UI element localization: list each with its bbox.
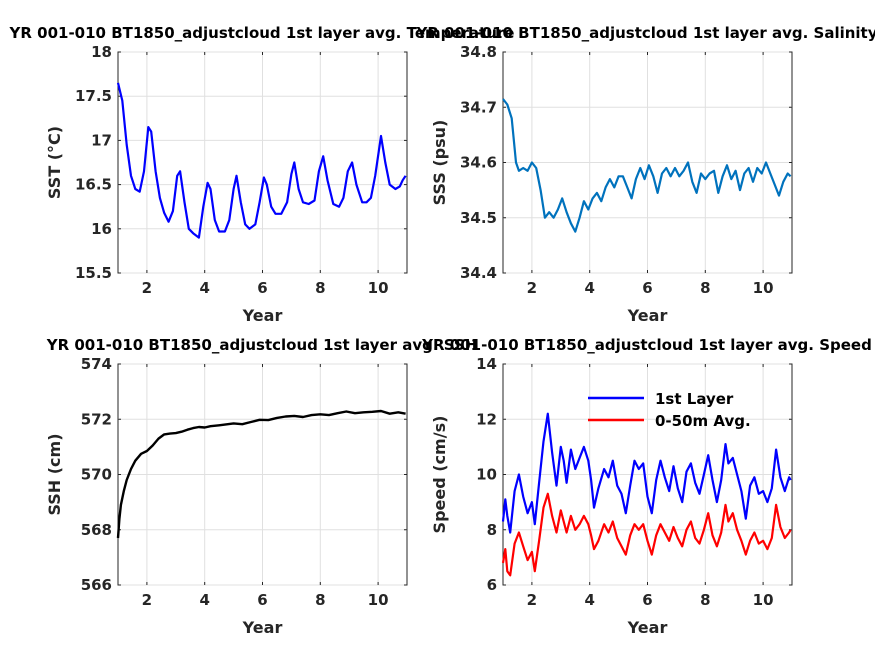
sst-x-tick-label: 6 — [257, 279, 267, 297]
sss-x-tick-label: 10 — [753, 279, 774, 297]
speed-y-tick-label: 14 — [476, 355, 497, 373]
subplot-ssh: YR 001-010 BT1850_adjustcloud 1st layer … — [45, 336, 477, 637]
sst-y-tick-label: 15.5 — [75, 264, 112, 282]
sst-y-tick-label: 18 — [91, 43, 112, 61]
ssh-x-tick-label: 4 — [199, 591, 209, 609]
sst-x-tick-label: 10 — [368, 279, 389, 297]
speed-x-tick-label: 8 — [700, 591, 710, 609]
ssh-y-tick-label: 572 — [81, 410, 112, 428]
speed-line-1st-layer — [501, 412, 792, 534]
sst-y-tick-label: 16 — [91, 220, 112, 238]
sst-x-axis-label: Year — [242, 306, 283, 325]
sst-y-tick-label: 17 — [91, 131, 112, 149]
ssh-x-tick-label: 6 — [257, 591, 267, 609]
ssh-title: YR 001-010 BT1850_adjustcloud 1st layer … — [46, 336, 478, 354]
ssh-y-tick-label: 574 — [81, 355, 112, 373]
sss-y-tick-label: 34.6 — [460, 154, 497, 172]
sss-x-tick-label: 2 — [527, 279, 537, 297]
ssh-y-tick-label: 568 — [81, 521, 112, 539]
sst-x-tick-label: 2 — [142, 279, 152, 297]
speed-x-axis-label: Year — [627, 618, 668, 637]
ssh-x-tick-label: 8 — [315, 591, 325, 609]
speed-x-tick-label: 2 — [527, 591, 537, 609]
sss-y-axis-label: SSS (psu) — [430, 120, 449, 206]
speed-legend: 1st Layer 0-50m Avg. — [588, 390, 751, 430]
sst-y-axis-label: SST (°C) — [45, 126, 64, 199]
speed-y-tick-label: 10 — [476, 466, 497, 484]
sss-x-tick-label: 8 — [700, 279, 710, 297]
legend-label-0-50m-avg: 0-50m Avg. — [655, 412, 751, 430]
speed-x-tick-label: 4 — [584, 591, 594, 609]
ssh-x-tick-label: 10 — [368, 591, 389, 609]
sst-line — [116, 82, 407, 239]
sss-y-tick-label: 34.5 — [460, 209, 497, 227]
sst-x-tick-label: 8 — [315, 279, 325, 297]
sst-x-tick-label: 4 — [199, 279, 209, 297]
speed-y-axis-label: Speed (cm/s) — [430, 416, 449, 534]
speed-title: YR 001-010 BT1850_adjustcloud 1st layer … — [421, 336, 872, 354]
sss-y-tick-label: 34.8 — [460, 43, 497, 61]
sst-y-tick-label: 17.5 — [75, 87, 112, 105]
speed-y-tick-label: 8 — [487, 521, 497, 539]
ssh-line — [116, 409, 406, 539]
speed-y-tick-label: 6 — [487, 576, 497, 594]
sss-y-tick-label: 34.7 — [460, 98, 497, 116]
speed-y-tick-label: 12 — [476, 410, 497, 428]
speed-x-tick-label: 10 — [753, 591, 774, 609]
sss-line — [502, 98, 792, 233]
legend-label-1st-layer: 1st Layer — [655, 390, 734, 408]
speed-x-tick-label: 6 — [642, 591, 652, 609]
sst-y-tick-label: 16.5 — [75, 176, 112, 194]
subplot-speed: YR 001-010 BT1850_adjustcloud 1st layer … — [421, 336, 872, 637]
subplot-sss: YR 001-010 BT1850_adjustcloud 1st layer … — [415, 24, 875, 325]
sss-x-tick-label: 6 — [642, 279, 652, 297]
sst-title: YR 001-010 BT1850_adjustcloud 1st layer … — [9, 24, 515, 42]
speed-line-0-50m-avg — [501, 492, 792, 577]
ssh-y-tick-label: 570 — [81, 466, 112, 484]
ssh-x-axis-label: Year — [242, 618, 283, 637]
ssh-x-tick-label: 2 — [142, 591, 152, 609]
ssh-y-tick-label: 566 — [81, 576, 112, 594]
sss-y-tick-label: 34.4 — [460, 264, 497, 282]
ssh-y-axis-label: SSH (cm) — [45, 433, 64, 515]
subplot-sst: YR 001-010 BT1850_adjustcloud 1st layer … — [9, 24, 515, 325]
sss-title: YR 001-010 BT1850_adjustcloud 1st layer … — [415, 24, 875, 42]
sss-x-axis-label: Year — [627, 306, 668, 325]
sss-x-tick-label: 4 — [584, 279, 594, 297]
